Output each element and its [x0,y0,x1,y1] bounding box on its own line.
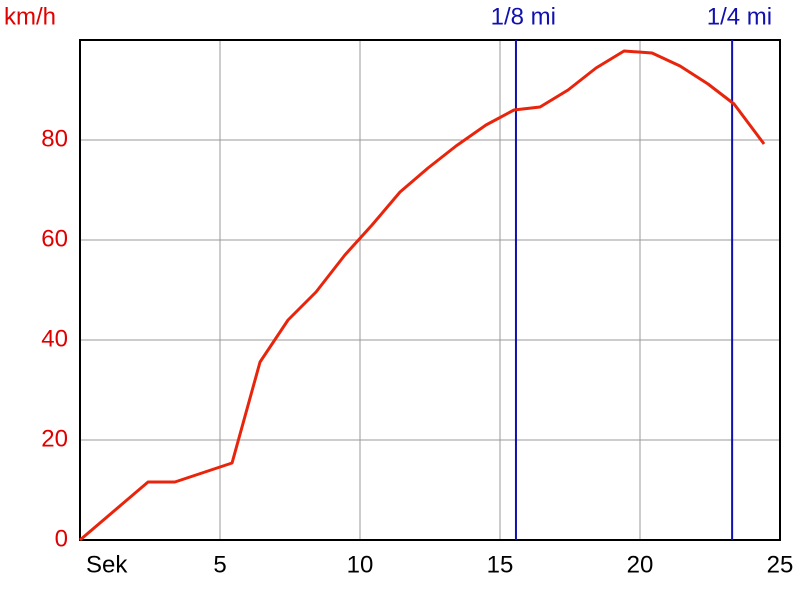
plot-area [80,40,780,540]
x-tick-label: 20 [627,551,654,578]
x-tick-label: 15 [487,551,514,578]
plot-border [79,39,781,541]
y-tick-label: 80 [41,125,68,152]
y-axis-label: km/h [4,3,56,30]
x-tick-label: 25 [767,551,794,578]
y-tick-label: 40 [41,325,68,352]
marker-label: 1/8 mi [491,3,556,30]
x-tick-label: 5 [213,551,226,578]
y-tick-label: 20 [41,425,68,452]
marker-label: 1/4 mi [707,3,772,30]
y-tick-label: 60 [41,225,68,252]
y-tick-label: 0 [55,525,68,552]
data-line [79,49,766,542]
x-axis-label: Sek [86,551,128,578]
x-tick-label: 10 [347,551,374,578]
